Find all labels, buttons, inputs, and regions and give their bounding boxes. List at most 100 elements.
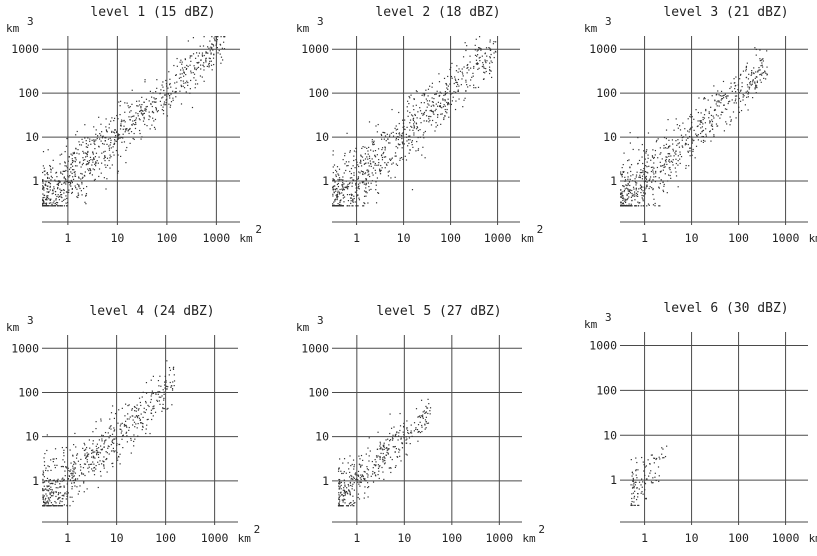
data-point: [101, 440, 103, 442]
data-point: [133, 405, 136, 408]
data-point: [406, 136, 408, 138]
data-point: [395, 163, 397, 165]
data-point: [334, 198, 337, 200]
data-point: [735, 76, 737, 78]
data-point: [136, 415, 138, 417]
data-point: [419, 416, 422, 419]
data-point: [729, 116, 731, 118]
data-point: [109, 434, 111, 437]
data-point: [61, 189, 63, 192]
data-point: [734, 88, 736, 90]
data-point: [96, 452, 98, 454]
data-point: [458, 85, 460, 87]
data-point: [338, 492, 340, 494]
data-point: [54, 466, 56, 469]
data-point: [651, 155, 654, 157]
data-point: [119, 425, 121, 427]
data-point: [426, 106, 428, 108]
data-point: [401, 133, 403, 135]
data-point: [423, 113, 425, 115]
data-point: [391, 458, 393, 461]
data-point: [411, 141, 413, 143]
data-point: [422, 134, 424, 136]
data-point: [352, 199, 354, 201]
data-point: [409, 432, 412, 434]
data-point: [621, 191, 623, 193]
data-point: [620, 201, 622, 204]
data-point: [343, 189, 345, 191]
data-point: [202, 45, 205, 47]
data-point: [66, 191, 68, 193]
data-point: [385, 454, 387, 456]
data-point: [470, 67, 472, 69]
data-point: [122, 435, 124, 437]
data-point: [335, 169, 337, 171]
data-point: [375, 181, 377, 183]
data-point: [131, 408, 133, 410]
data-point: [49, 183, 52, 185]
data-point: [340, 204, 342, 206]
data-point: [685, 139, 688, 141]
data-point: [448, 103, 450, 105]
data-point: [650, 454, 652, 456]
data-point: [101, 142, 104, 145]
data-point: [481, 65, 483, 68]
data-point: [91, 164, 93, 166]
data-point: [57, 205, 60, 207]
data-point: [47, 188, 49, 190]
data-point: [140, 106, 142, 108]
data-point: [363, 470, 365, 473]
data-point: [113, 438, 116, 440]
data-point: [334, 200, 336, 202]
data-point: [43, 202, 45, 205]
data-point: [112, 450, 114, 452]
data-point: [194, 83, 197, 85]
data-point: [731, 90, 733, 92]
data-point: [756, 81, 758, 84]
data-point: [447, 75, 449, 78]
data-point: [754, 87, 756, 89]
y-tick-label: 1: [32, 474, 39, 488]
data-point: [752, 79, 754, 81]
data-point: [424, 424, 426, 426]
data-point: [44, 205, 46, 207]
data-point: [346, 132, 348, 134]
data-point: [725, 97, 728, 99]
data-point: [70, 469, 72, 471]
data-point: [462, 75, 464, 77]
data-point: [695, 133, 697, 135]
data-point: [632, 484, 634, 486]
data-point: [681, 145, 683, 147]
data-point: [110, 139, 112, 141]
data-point: [401, 134, 403, 137]
data-point: [357, 187, 359, 189]
data-point: [464, 42, 466, 44]
data-point: [627, 192, 630, 195]
data-point: [174, 74, 177, 76]
data-point: [422, 93, 424, 95]
data-point: [131, 124, 133, 126]
data-point: [659, 153, 661, 155]
data-point: [218, 49, 220, 52]
data-point: [489, 62, 491, 64]
data-point: [755, 54, 757, 56]
data-point: [463, 66, 465, 68]
data-point: [625, 198, 627, 200]
data-point: [60, 505, 62, 507]
data-point: [109, 167, 111, 169]
data-point: [78, 184, 80, 186]
data-point: [183, 71, 185, 73]
data-point: [55, 481, 57, 483]
data-point: [341, 494, 343, 496]
data-point: [444, 100, 446, 102]
data-point: [98, 138, 101, 140]
data-point: [667, 174, 670, 176]
data-point: [442, 98, 444, 100]
data-point: [365, 184, 367, 186]
x-axis-unit: km: [239, 232, 253, 245]
data-point: [766, 74, 768, 76]
data-point: [199, 75, 202, 77]
data-point: [101, 136, 104, 138]
data-point: [173, 380, 176, 382]
data-point: [662, 169, 664, 171]
